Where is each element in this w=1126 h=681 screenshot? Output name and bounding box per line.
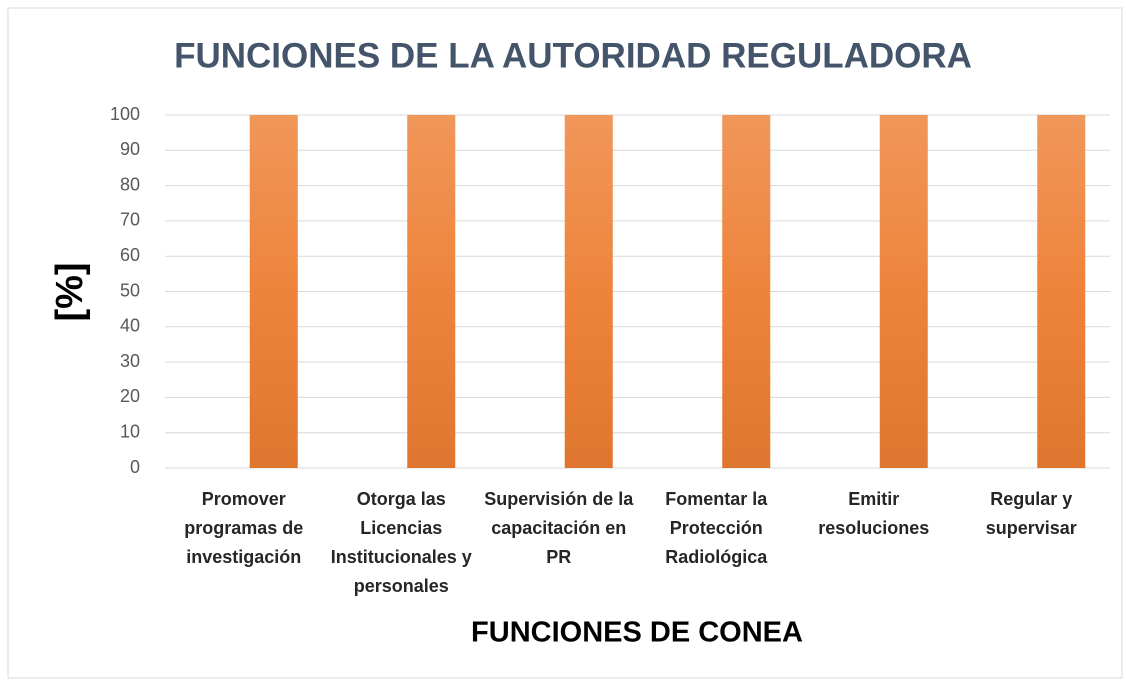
x-tick-label: Regular y supervisar (985, 489, 1077, 538)
x-tick-label: Otorga las Licencias Institucionales y p… (330, 489, 472, 596)
bar-shade (722, 115, 771, 468)
x-axis-title: FUNCIONES DE CONEA (471, 617, 803, 649)
bar-shade (249, 115, 298, 468)
x-tick-label: Emitir resoluciones (818, 489, 930, 538)
y-tick-label: 10 (120, 421, 140, 441)
y-tick-label: 50 (120, 280, 140, 300)
bar-shade (879, 115, 928, 468)
x-tick-label: Supervisión de la capacitación en PR (484, 489, 634, 567)
chart-title: FUNCIONES DE LA AUTORIDAD REGULADORA (174, 36, 972, 75)
y-tick-label: 80 (120, 174, 140, 194)
y-tick-label: 60 (120, 245, 140, 265)
y-tick-label: 90 (120, 139, 140, 159)
bar-shade (564, 115, 613, 468)
chart-border (7, 7, 1123, 679)
bar-shade (407, 115, 456, 468)
y-tick-label: 0 (130, 457, 140, 477)
bar-shade (1037, 115, 1086, 468)
x-tick-label: Fomentar la Protección Radiológica (665, 489, 768, 567)
y-tick-label: 30 (120, 351, 140, 371)
y-axis-title: [%] (49, 262, 91, 321)
y-tick-label: 100 (110, 104, 140, 124)
y-tick-label: 70 (120, 210, 140, 230)
y-tick-label: 40 (120, 316, 140, 336)
y-tick-label: 20 (120, 386, 140, 406)
x-tick-label: Promover programas de investigación (184, 489, 304, 567)
